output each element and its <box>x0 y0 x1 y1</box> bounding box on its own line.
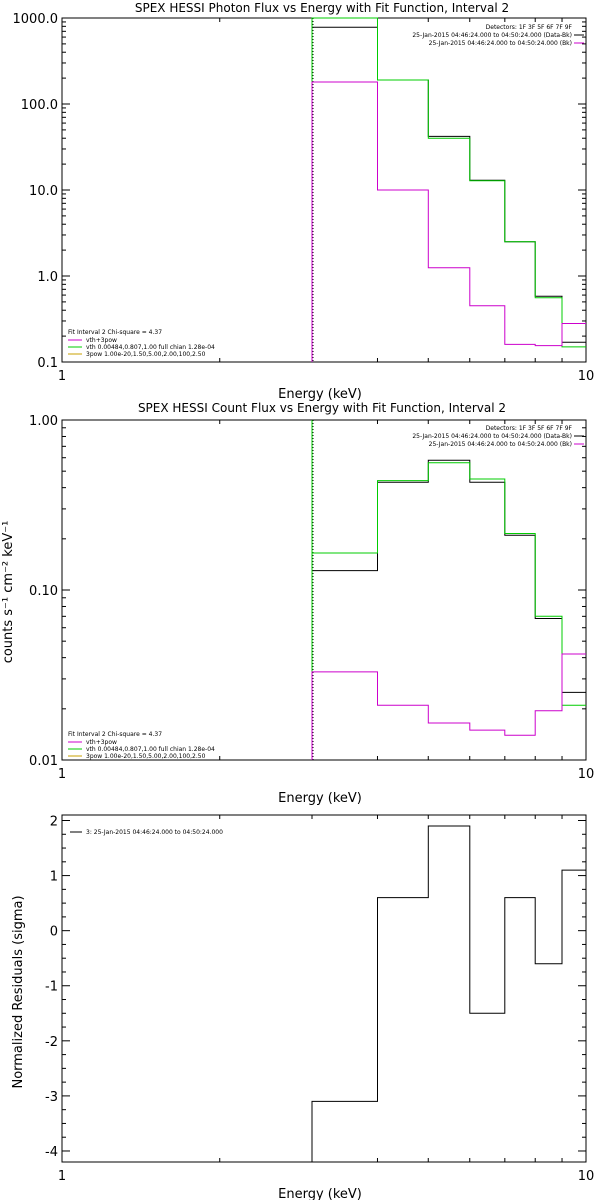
photon-series <box>311 17 586 362</box>
photon-info-data-interval: 25-Jan-2015 04:46:24.000 to 04:50:24.000… <box>412 32 572 39</box>
count-info-detectors: Detectors: 1F 3F 5F 6F 7F 9F <box>486 425 573 432</box>
photon-y-tick-label: 100.0 <box>21 98 58 113</box>
residuals-legend-label: 3: 25-Jan-2015 04:46:24.000 to 04:50:24.… <box>86 829 223 836</box>
count-series <box>311 420 586 760</box>
count-y-tick-label: 0.10 <box>29 584 58 599</box>
photon-axis-ticks: 1 10 0.1 1.0 10.0 100.0 1000.0 <box>13 12 595 384</box>
photon-y-tick-label: 1.0 <box>37 270 58 285</box>
photon-info-bk-interval: 25-Jan-2015 04:46:24.000 to 04:50:24.000… <box>429 40 572 47</box>
count-y-tick-label: 1.00 <box>29 414 58 429</box>
residuals-y-tick-label: -3 <box>45 1090 58 1105</box>
photon-y-tick-label: 10.0 <box>29 184 58 199</box>
residuals-legend: 3: 25-Jan-2015 04:46:24.000 to 04:50:24.… <box>70 829 223 836</box>
photon-legend: Fit Interval 2 Chi-square = 4.37 vth+3po… <box>68 329 215 358</box>
residuals-x-tick-label: 1 <box>58 1169 66 1184</box>
count-legend-label-2: 3pow 1.00e-20,1.50,5.00,2.00,100,2.50 <box>86 753 206 760</box>
count-fit-text: Fit Interval 2 Chi-square = 4.37 <box>68 731 162 738</box>
count-x-axis-label: Energy (keV) <box>278 791 362 806</box>
count-flux-title: SPEX HESSI Count Flux vs Energy with Fit… <box>138 401 506 415</box>
residuals-y-tick-label: -4 <box>45 1145 58 1160</box>
residuals-y-axis-label: Normalized Residuals (sigma) <box>11 895 26 1088</box>
photon-legend-label-2: 3pow 1.00e-20,1.50,5.00,2.00,100,2.50 <box>86 351 206 358</box>
residuals-x-tick-label: 10 <box>578 1169 595 1184</box>
residuals-panel: 1 10 -4 -3 -2 -1 0 1 2 Energy (keV) Normalized R… <box>11 814 594 1200</box>
photon-series-2-vth-3pow <box>311 81 586 362</box>
photon-y-tick-label: 0.1 <box>37 356 58 371</box>
photon-series-0-data <box>311 26 586 362</box>
count-info-box: Detectors: 1F 3F 5F 6F 7F 9F 25-Jan-2015… <box>412 425 584 448</box>
count-series-1-vth <box>311 462 586 760</box>
count-y-tick-label: 0.01 <box>29 754 58 769</box>
count-info-data-interval: 25-Jan-2015 04:46:24.000 to 04:50:24.000… <box>412 433 572 440</box>
count-x-tick-label: 1 <box>58 767 66 782</box>
count-plot-frame <box>61 419 587 761</box>
count-legend-label-0: vth+3pow <box>86 739 117 746</box>
residuals-series <box>311 825 586 1162</box>
count-y-axis-label: counts s⁻¹ cm⁻² keV⁻¹ <box>1 521 16 664</box>
residuals-axis-ticks: 1 10 -4 -3 -2 -1 0 1 2 <box>45 815 594 1184</box>
photon-info-detectors: Detectors: 1F 3F 5F 6F 7F 9F <box>486 24 573 31</box>
photon-plot-frame <box>61 17 587 363</box>
residuals-y-tick-label: -1 <box>45 980 58 995</box>
photon-flux-panel: SPEX HESSI Photon Flux vs Energy with Fi… <box>13 1 595 402</box>
residuals-y-tick-label: 1 <box>50 870 58 885</box>
photon-x-axis-label: Energy (keV) <box>278 387 362 402</box>
residuals-y-tick-label: -2 <box>45 1035 58 1050</box>
photon-fit-text: Fit Interval 2 Chi-square = 4.37 <box>68 329 162 336</box>
photon-x-tick-label: 1 <box>58 369 66 384</box>
count-legend-label-1: vth 0.00484,0.807,1.00 full chian 1.28e-… <box>86 746 215 753</box>
count-series-0-data <box>311 459 586 760</box>
residuals-plot-frame <box>61 814 587 1163</box>
residuals-y-tick-label: 2 <box>50 815 58 830</box>
photon-legend-label-0: vth+3pow <box>86 337 117 344</box>
photon-flux-title: SPEX HESSI Photon Flux vs Energy with Fi… <box>135 1 509 15</box>
count-series-2-vth-3pow <box>311 653 586 760</box>
count-x-tick-label: 10 <box>578 767 595 782</box>
photon-legend-label-1: vth 0.00484,0.807,1.00 full chian 1.28e-… <box>86 344 215 351</box>
photon-x-tick-label: 10 <box>578 369 595 384</box>
residuals-y-tick-label: 0 <box>50 925 58 940</box>
residuals-series-0-3-25-jan-2015-04-46- <box>311 825 586 1162</box>
photon-info-box: Detectors: 1F 3F 5F 6F 7F 9F 25-Jan-2015… <box>412 24 584 47</box>
photon-series-1-vth <box>311 17 586 362</box>
photon-y-tick-label: 1000.0 <box>13 12 59 27</box>
count-flux-panel: SPEX HESSI Count Flux vs Energy with Fit… <box>1 401 594 806</box>
count-info-bk-interval: 25-Jan-2015 04:46:24.000 to 04:50:24.000… <box>429 441 572 448</box>
residuals-x-axis-label: Energy (keV) <box>278 1187 362 1200</box>
count-legend: Fit Interval 2 Chi-square = 4.37 vth+3po… <box>68 731 215 760</box>
